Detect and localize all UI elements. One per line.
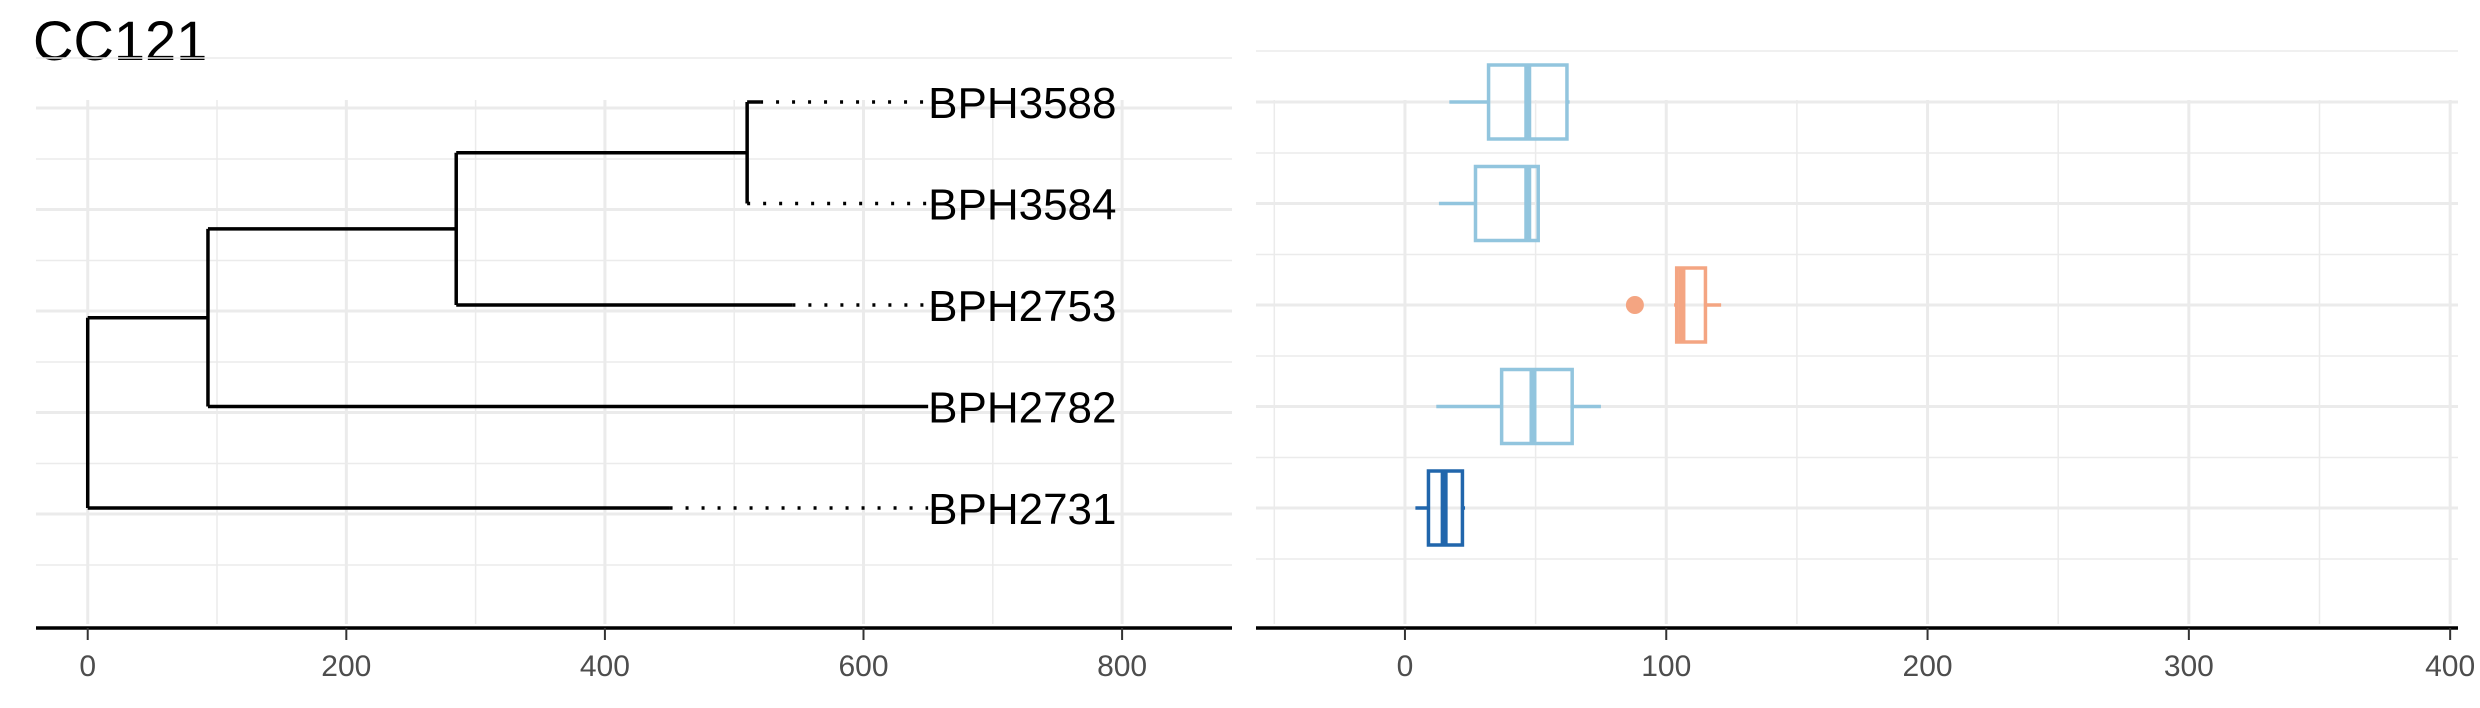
x-tick-label: 200 xyxy=(1903,650,1953,683)
dendrogram-panel: BPH3588 BPH3584 BPH2753 BPH2782 BPH2731 0 200 4… xyxy=(36,57,1232,683)
chart-title: CC121 xyxy=(33,9,208,72)
x-tick-label: 300 xyxy=(2164,650,2214,683)
boxplot-bph2782 xyxy=(1436,367,1601,446)
x-tick-label: 400 xyxy=(2425,650,2475,683)
leaf-label: BPH3584 xyxy=(928,181,1116,230)
leaf-label: BPH2753 xyxy=(928,282,1116,331)
boxplot-bph2753 xyxy=(1625,266,1722,344)
boxplot-bph3584 xyxy=(1438,164,1540,243)
x-tick-label: 800 xyxy=(1097,650,1147,683)
box-iqr xyxy=(1499,367,1574,446)
box-iqr xyxy=(1473,164,1540,243)
leaf-label: BPH2782 xyxy=(928,384,1116,433)
x-tick-label: 100 xyxy=(1641,650,1691,683)
boxplot-bph3588 xyxy=(1449,63,1570,141)
x-tick-label: 200 xyxy=(321,650,371,683)
leaf-label: BPH3588 xyxy=(928,79,1116,128)
box-iqr xyxy=(1674,266,1708,344)
boxplot-panel: 0 100 200 300 400 xyxy=(1256,50,2475,683)
x-tick-label: 400 xyxy=(580,650,630,683)
boxplot-bph2731 xyxy=(1415,469,1466,547)
x-tick-label: 0 xyxy=(1397,650,1414,683)
outlier-point xyxy=(1625,296,1644,314)
x-tick-label: 600 xyxy=(838,650,888,683)
x-tick-label: 0 xyxy=(79,650,96,683)
leaf-label: BPH2731 xyxy=(928,485,1116,534)
